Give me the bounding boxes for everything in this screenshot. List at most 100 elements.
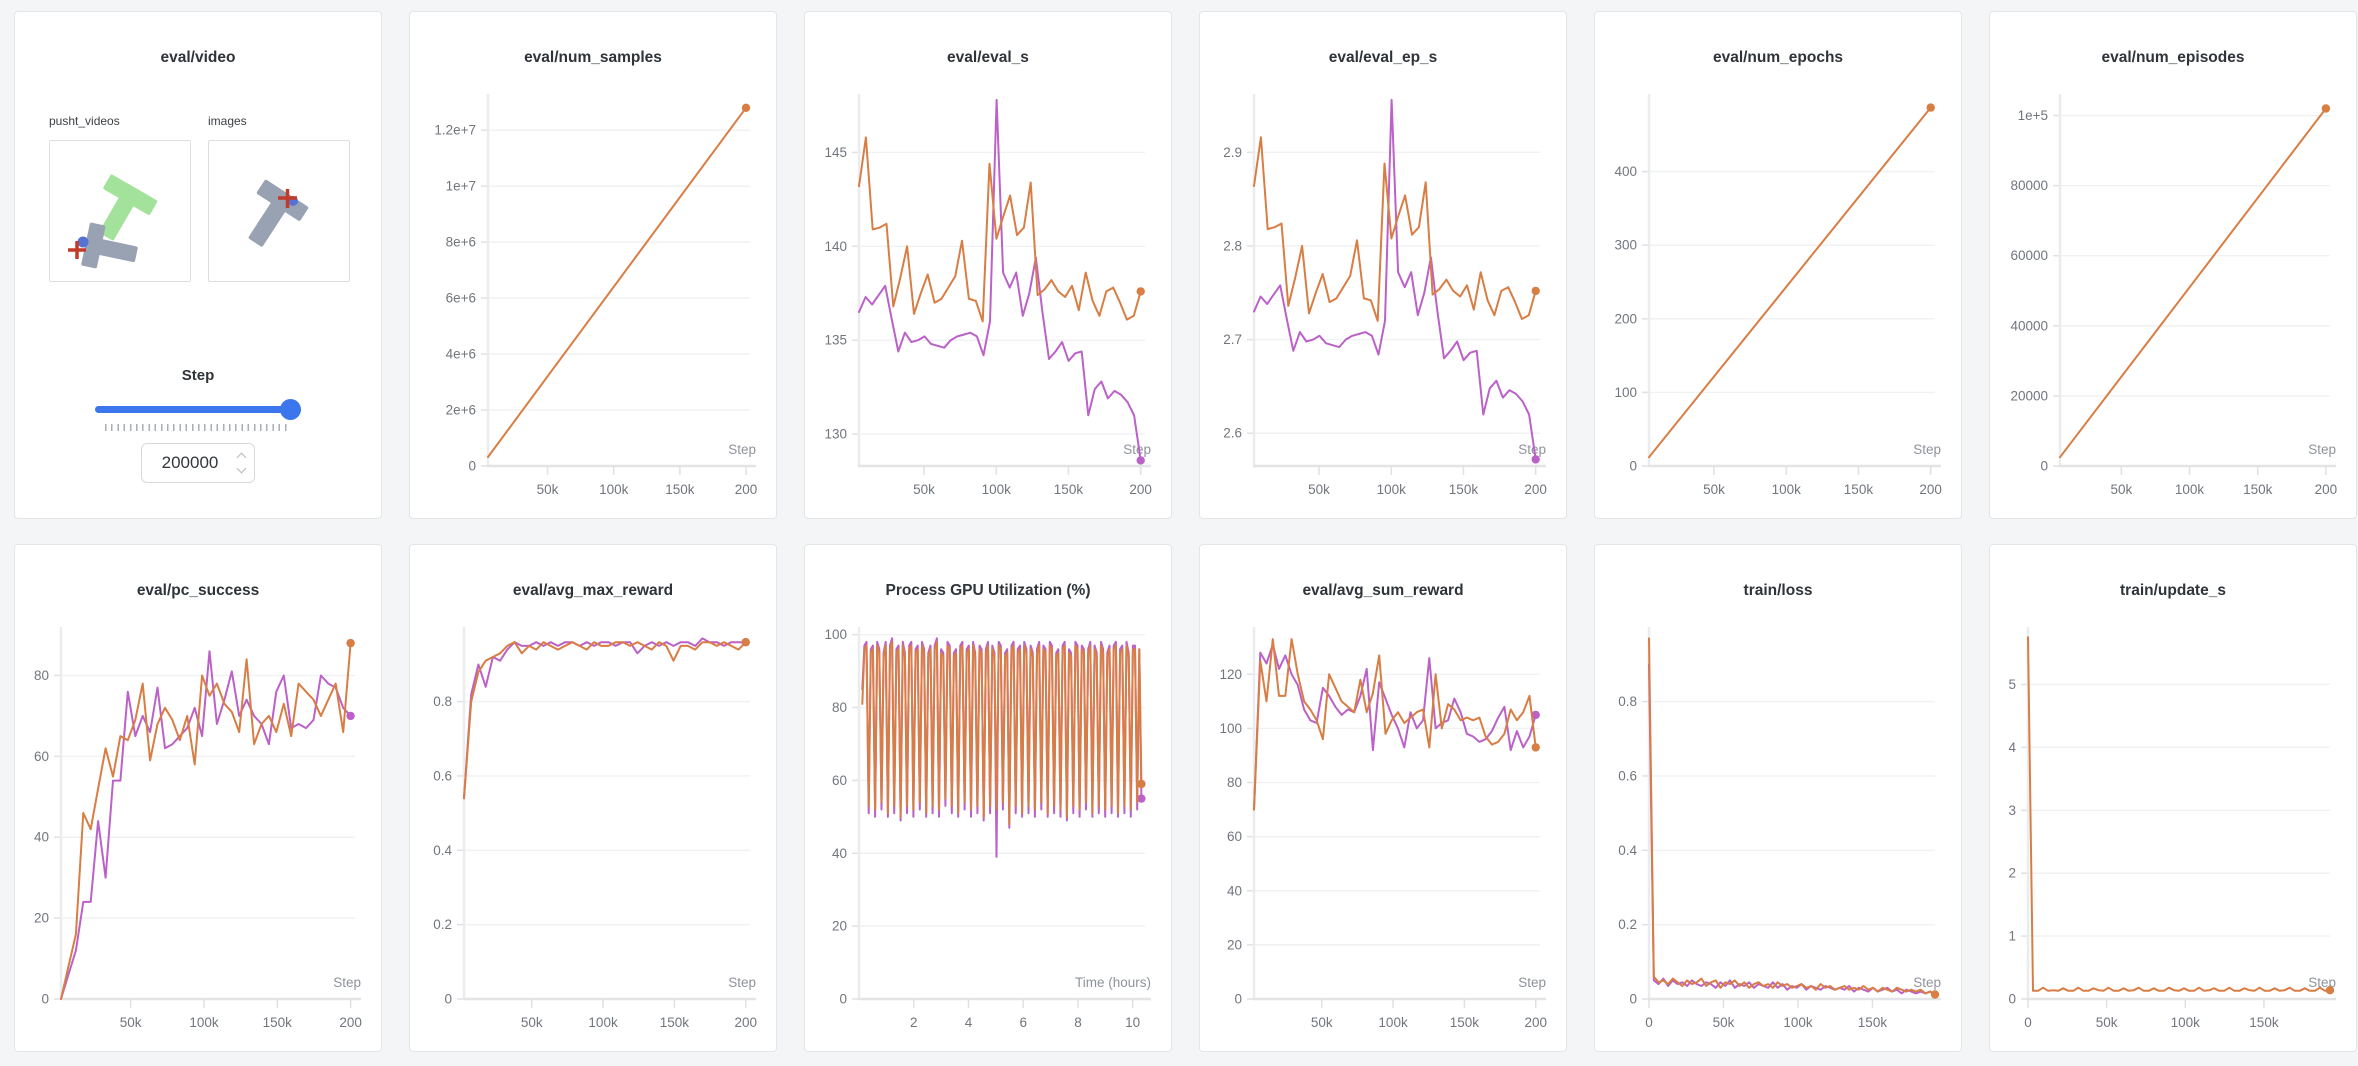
- chart-num_samples[interactable]: 0 2e+6 4e+6 6e+6 8e+6 1e+7 1.2e+7 50k 100k 150k 20…: [410, 68, 776, 506]
- svg-text:20: 20: [832, 919, 847, 934]
- series-line-purple: [60, 650, 352, 1000]
- svg-text:150k: 150k: [665, 482, 695, 497]
- svg-text:Step: Step: [2308, 442, 2336, 457]
- spinner-down-icon[interactable]: [236, 463, 247, 474]
- step-number-input[interactable]: 200000: [141, 443, 255, 483]
- svg-text:200: 200: [1524, 1015, 1547, 1030]
- pusht-video-thumbnail[interactable]: [49, 140, 191, 282]
- step-slider[interactable]: [95, 399, 301, 421]
- svg-text:60: 60: [832, 773, 847, 788]
- agent-dot: [77, 236, 89, 248]
- series-line-orange: [1253, 136, 1537, 322]
- chart-title: train/update_s: [2120, 582, 2226, 599]
- step-slider-label: Step: [181, 367, 215, 384]
- step-control: Step 200000: [15, 366, 381, 483]
- series-line-purple: [1253, 643, 1537, 811]
- last-point-marker-orange: [1136, 287, 1145, 296]
- chart-pc_success[interactable]: 0 20 40 60 80 50k 100k 150k 200 Step: [15, 601, 381, 1039]
- last-point-marker-orange: [741, 103, 751, 112]
- svg-text:1: 1: [2008, 929, 2016, 944]
- svg-text:120: 120: [1219, 667, 1242, 682]
- svg-text:0: 0: [41, 992, 49, 1007]
- spinner-up-icon[interactable]: [236, 452, 247, 463]
- svg-text:40000: 40000: [2010, 318, 2048, 333]
- chart-train_loss[interactable]: 0 0.2 0.4 0.6 0.8 0 50k 100k 150k Step: [1595, 601, 1961, 1039]
- chart-gpu_util[interactable]: 0 20 40 60 80 100 2 4 6 8 10 Time (hours): [805, 601, 1171, 1039]
- last-point-marker-orange: [2321, 104, 2331, 113]
- series-line-purple: [1253, 98, 1537, 461]
- svg-text:50k: 50k: [1703, 482, 1725, 497]
- svg-text:40: 40: [1227, 883, 1242, 898]
- svg-text:50k: 50k: [1308, 482, 1330, 497]
- svg-text:1e+5: 1e+5: [2018, 108, 2048, 123]
- svg-text:80: 80: [34, 668, 49, 683]
- chart-num_epochs[interactable]: 0 100 200 300 400 50k 100k 150k 200 Step: [1595, 68, 1961, 506]
- last-point-marker-orange: [1137, 779, 1146, 789]
- svg-text:100: 100: [1219, 721, 1242, 736]
- svg-text:100k: 100k: [1772, 482, 1802, 497]
- svg-text:Step: Step: [728, 975, 756, 990]
- last-point-marker-purple: [346, 711, 355, 721]
- svg-text:50k: 50k: [537, 482, 559, 497]
- svg-text:2.8: 2.8: [1223, 238, 1242, 253]
- svg-text:Step: Step: [1123, 442, 1151, 457]
- last-point-marker-orange: [1531, 743, 1540, 752]
- svg-text:50k: 50k: [120, 1015, 142, 1030]
- chart-avg_sum_reward[interactable]: 0 20 40 60 80 100 120 50k 100k 150k 200 Step: [1200, 601, 1566, 1039]
- chart-eval_s[interactable]: 130 135 140 145 50k 100k 150k 200 Step: [805, 68, 1171, 506]
- step-slider-handle[interactable]: [280, 399, 301, 420]
- svg-text:4e+6: 4e+6: [446, 347, 476, 362]
- chart-avg_max_reward[interactable]: 0 0.2 0.4 0.6 0.8 50k 100k 150k 200 Step: [410, 601, 776, 1039]
- svg-text:150k: 150k: [1844, 482, 1874, 497]
- svg-text:Step: Step: [1518, 975, 1546, 990]
- chart-panel-train_update_s: train/update_s 0 1 2 3 4 5 0 50k 100k 150k Step: [1989, 544, 2357, 1052]
- chart-title: train/loss: [1743, 582, 1813, 599]
- svg-text:80000: 80000: [2010, 178, 2048, 193]
- svg-text:200: 200: [1129, 482, 1152, 497]
- svg-text:100k: 100k: [2175, 482, 2205, 497]
- svg-text:150k: 150k: [660, 1015, 690, 1030]
- svg-text:Step: Step: [1913, 442, 1941, 457]
- svg-text:3: 3: [2008, 803, 2016, 818]
- svg-text:0.4: 0.4: [433, 843, 452, 858]
- chart-title: eval/num_samples: [524, 49, 662, 66]
- svg-text:100k: 100k: [1378, 1015, 1408, 1030]
- last-point-marker-purple: [1136, 456, 1145, 465]
- svg-text:1.2e+7: 1.2e+7: [434, 123, 476, 138]
- svg-text:80: 80: [832, 700, 847, 715]
- chart-panel-pc_success: eval/pc_success 0 20 40 60 80 50k 100k 150k 200 St…: [14, 544, 382, 1052]
- step-slider-track[interactable]: [95, 406, 301, 413]
- last-point-marker-purple: [1531, 710, 1540, 720]
- media-caption: images: [208, 114, 247, 128]
- series-line-purple: [858, 98, 1142, 462]
- svg-text:100k: 100k: [982, 482, 1012, 497]
- goal-cross-icon: [68, 241, 86, 259]
- chart-title: eval/avg_sum_reward: [1302, 582, 1464, 599]
- svg-text:400: 400: [1614, 164, 1637, 179]
- step-value: 200000: [161, 453, 219, 472]
- chart-eval_ep_s[interactable]: 2.6 2.7 2.8 2.9 50k 100k 150k 200 Step: [1200, 68, 1566, 506]
- images-thumbnail[interactable]: [208, 140, 350, 282]
- svg-text:2.6: 2.6: [1223, 426, 1242, 441]
- last-point-marker-purple: [1137, 794, 1146, 803]
- series-line-orange: [861, 640, 1143, 826]
- svg-text:50k: 50k: [2110, 482, 2132, 497]
- last-point-marker-purple: [1531, 455, 1540, 464]
- goal-cross-icon: [278, 189, 297, 208]
- media-row: pusht_videos images: [49, 114, 381, 282]
- chart-num_episodes[interactable]: 0 20000 40000 60000 80000 1e+5 50k 100k 150k 200 S…: [1990, 68, 2356, 506]
- svg-text:50k: 50k: [2096, 1015, 2118, 1030]
- svg-text:100: 100: [824, 627, 847, 642]
- svg-text:40: 40: [34, 830, 49, 845]
- svg-text:20000: 20000: [2010, 388, 2048, 403]
- svg-text:0.2: 0.2: [1618, 917, 1637, 932]
- svg-text:0: 0: [444, 992, 452, 1007]
- svg-text:0: 0: [2008, 992, 2016, 1007]
- svg-text:40: 40: [832, 846, 847, 861]
- svg-text:20: 20: [34, 911, 49, 926]
- series-line-orange: [487, 106, 747, 458]
- media-item-images: images: [208, 114, 350, 282]
- svg-text:200: 200: [734, 1015, 757, 1030]
- svg-text:100k: 100k: [2171, 1015, 2201, 1030]
